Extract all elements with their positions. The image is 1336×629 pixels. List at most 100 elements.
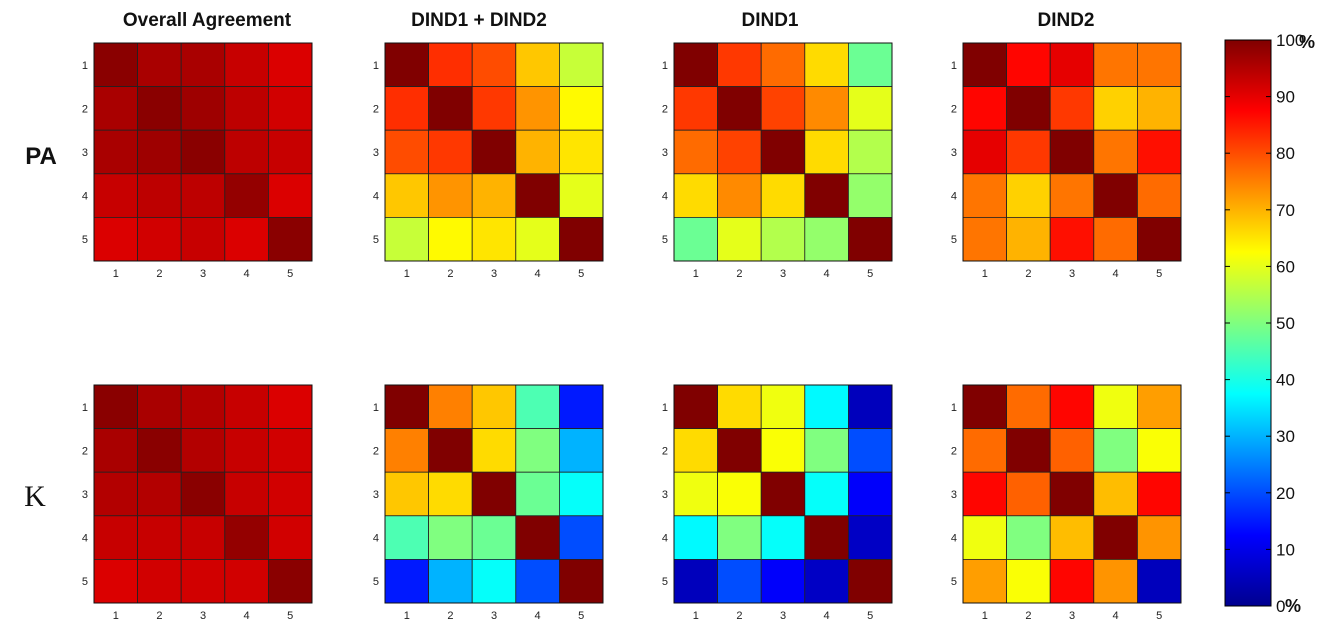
heatmap-cell [673, 129, 718, 175]
heatmap-cell [717, 86, 762, 131]
heatmap-cell [962, 173, 1007, 218]
heatmap-frame [673, 384, 893, 604]
colorbar-tick-label: 20 [1276, 484, 1295, 503]
heatmap-cell [267, 86, 313, 131]
heatmap-cell [180, 559, 226, 604]
heatmap-cell [224, 515, 269, 560]
heatmap-cell [1093, 173, 1138, 218]
y-tick-label: 5 [82, 576, 88, 588]
y-tick-label: 4 [82, 191, 88, 203]
x-tick-label: 5 [287, 610, 293, 622]
heatmap-cell [384, 173, 429, 218]
heatmap-cell [673, 471, 718, 517]
x-tick-label: 3 [491, 268, 497, 280]
heatmap-cell [559, 42, 604, 87]
y-tick-label: 4 [662, 533, 668, 545]
y-tick-label: 3 [82, 489, 88, 501]
heatmap-cell [673, 173, 718, 218]
x-tick-label: 1 [982, 610, 988, 622]
heatmap-cell [137, 384, 182, 429]
heatmap-pa-overall-agreement: 1 1 2 2 3 3 4 4 5 5 [82, 42, 313, 280]
heatmap-cell [1137, 86, 1182, 131]
heatmap-cell [1006, 86, 1051, 131]
heatmap-cell [224, 471, 269, 517]
heatmap-cell [559, 86, 604, 131]
heatmap-cell [673, 428, 718, 473]
heatmap-cell [962, 428, 1007, 473]
heatmap-cell [180, 216, 226, 262]
x-tick-label: 3 [1069, 610, 1075, 622]
x-tick-label: 2 [736, 268, 742, 280]
heatmap-cell [384, 428, 429, 473]
heatmap-cell [267, 471, 313, 517]
colorbar-unit-top: % [1299, 32, 1315, 52]
heatmap-cell [137, 216, 182, 262]
heatmap-cell [559, 129, 604, 175]
heatmap-frame [384, 384, 604, 604]
x-tick-label: 3 [200, 268, 206, 280]
heatmap-frame [93, 384, 313, 604]
heatmap-cell [137, 428, 182, 473]
heatmap-k-dind2: 1 1 2 2 3 3 4 4 5 5 [951, 384, 1182, 622]
y-tick-label: 3 [662, 147, 668, 159]
heatmap-cell [515, 86, 560, 131]
heatmap-cell [559, 559, 604, 604]
heatmap-cell [559, 216, 604, 262]
heatmap-cell [471, 428, 517, 473]
heatmap-panels: 1 1 2 2 3 3 4 4 5 5 1 1 2 2 3 3 4 4 5 5 1 1 2 2 3 3 4 4 5 5 1 1 2 2 3 3 4 4 5 5… [82, 42, 1182, 622]
heatmap-cell [428, 216, 473, 262]
heatmap-cell [137, 42, 182, 87]
heatmap-cell [137, 559, 182, 604]
heatmap-cell [1137, 129, 1182, 175]
heatmap-cell [760, 42, 806, 87]
heatmap-cell [180, 471, 226, 517]
heatmap-cell [515, 559, 560, 604]
heatmap-cell [93, 216, 138, 262]
heatmap-cell [137, 515, 182, 560]
y-tick-label: 1 [373, 402, 379, 414]
heatmap-cell [180, 86, 226, 131]
y-tick-label: 3 [951, 489, 957, 501]
y-tick-label: 3 [951, 147, 957, 159]
heatmap-cell [224, 173, 269, 218]
y-tick-label: 2 [951, 103, 957, 115]
y-tick-label: 5 [373, 234, 379, 246]
heatmap-cell [1049, 428, 1095, 473]
heatmap-cell [717, 515, 762, 560]
y-tick-label: 5 [951, 234, 957, 246]
heatmap-cell [760, 428, 806, 473]
x-tick-label: 1 [693, 268, 699, 280]
x-tick-label: 2 [736, 610, 742, 622]
x-tick-label: 4 [535, 610, 541, 622]
heatmap-frame [384, 42, 604, 262]
heatmap-cell [428, 471, 473, 517]
heatmap-cell [384, 384, 429, 429]
heatmap-cell [804, 42, 849, 87]
heatmap-cell [93, 173, 138, 218]
heatmap-cell [760, 559, 806, 604]
heatmap-k-overall-agreement: 1 1 2 2 3 3 4 4 5 5 [82, 384, 313, 622]
heatmap-cell [180, 515, 226, 560]
heatmap-cell [137, 173, 182, 218]
heatmap-cell [384, 42, 429, 87]
heatmap-cell [1006, 471, 1051, 517]
heatmap-cell [137, 471, 182, 517]
x-tick-label: 3 [780, 610, 786, 622]
y-tick-label: 5 [82, 234, 88, 246]
heatmap-cell [384, 216, 429, 262]
heatmap-cell [1006, 428, 1051, 473]
x-tick-label: 4 [824, 610, 830, 622]
heatmap-cell [559, 384, 604, 429]
heatmap-frame [673, 42, 893, 262]
y-tick-label: 2 [373, 103, 379, 115]
colorbar-unit-bottom: % [1285, 596, 1301, 616]
x-tick-label: 2 [1025, 610, 1031, 622]
heatmap-cell [515, 384, 560, 429]
x-tick-label: 5 [578, 610, 584, 622]
heatmap-cell [471, 515, 517, 560]
y-tick-label: 2 [82, 103, 88, 115]
heatmap-cell [471, 559, 517, 604]
heatmap-cell [1006, 559, 1051, 604]
x-tick-label: 4 [1113, 268, 1119, 280]
